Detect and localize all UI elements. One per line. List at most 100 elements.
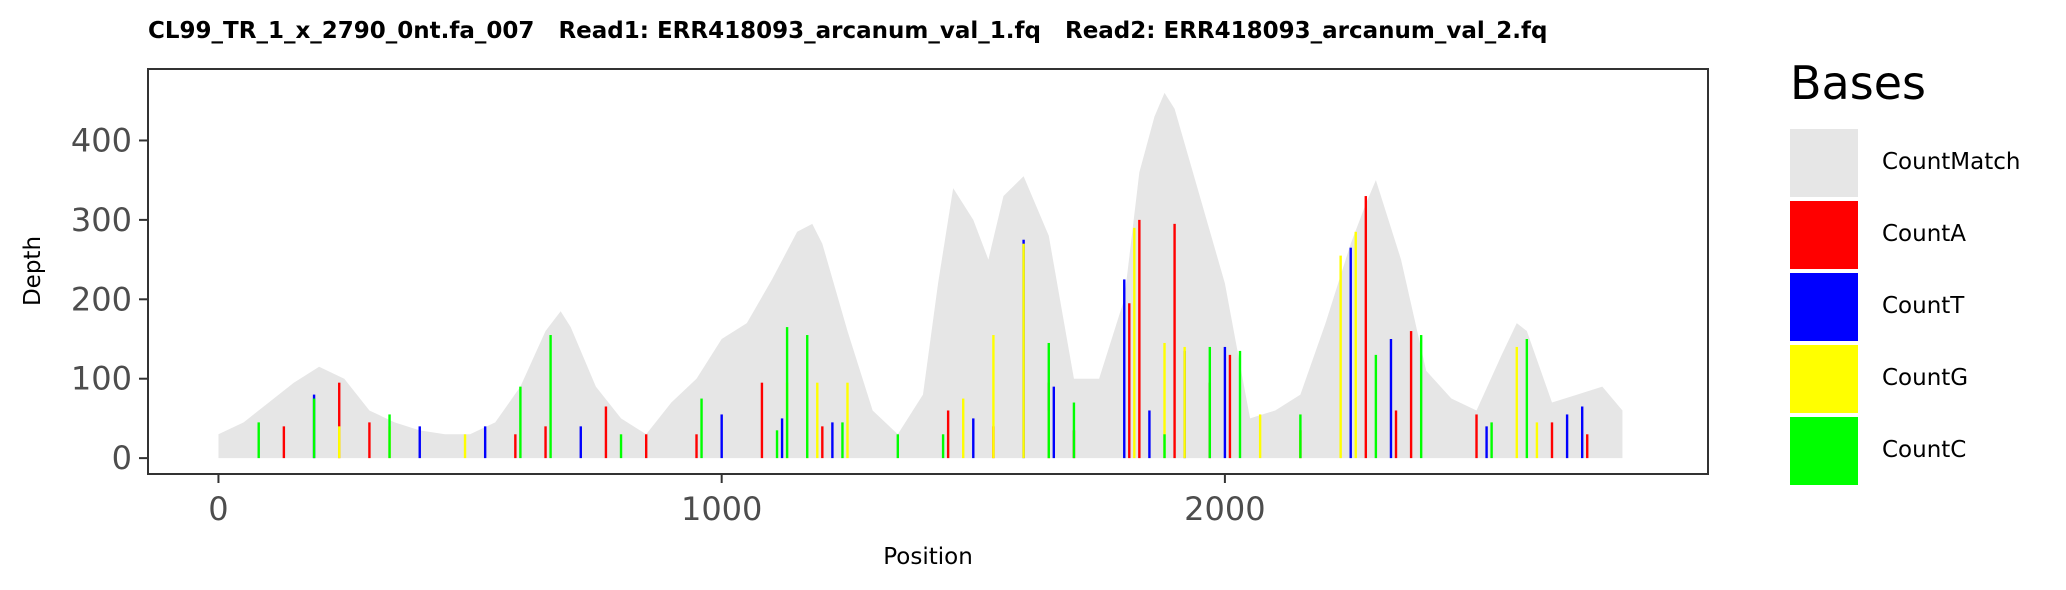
bar-countc (1374, 354, 1378, 459)
legend-title: Bases (1790, 56, 1926, 110)
bar-countc (896, 434, 900, 459)
legend-item-countc: CountC (1790, 417, 2050, 485)
bar-countt (780, 418, 784, 459)
bar-countc (1072, 402, 1076, 459)
bar-counta (1173, 223, 1176, 459)
bar-counta (760, 382, 764, 459)
legend-item-countg: CountG (1790, 345, 2050, 413)
bar-countc (1163, 434, 1166, 459)
bar-countg (1183, 346, 1186, 459)
legend-swatch (1790, 201, 1858, 269)
bar-counta (338, 382, 341, 459)
bar-countt (579, 426, 582, 459)
bar-countc (549, 335, 552, 459)
bar-counta (1128, 303, 1131, 459)
bar-counta (544, 426, 547, 459)
bar-countg (1258, 414, 1262, 459)
bar-counta (1364, 196, 1368, 459)
bar-counta (1138, 219, 1141, 459)
bar-countt (1148, 410, 1151, 459)
bar-counta (604, 406, 608, 459)
bar-countt (1389, 339, 1393, 459)
legend-label: CountMatch (1882, 149, 2021, 175)
bar-countt (972, 418, 975, 459)
bar-countc (312, 398, 316, 459)
bar-countc (700, 398, 703, 459)
x-axis-label: Position (883, 544, 973, 570)
bar-countg (1535, 422, 1539, 459)
series-countmatch-area (218, 92, 1623, 459)
bar-countg (1339, 255, 1342, 459)
y-tick-label: 400 (71, 121, 132, 159)
bar-countc (1419, 335, 1423, 459)
bar-counta (946, 410, 950, 459)
bar-countc (806, 335, 809, 459)
bar-countc (941, 434, 945, 459)
bar-countg (338, 426, 341, 459)
bar-counta (1409, 331, 1413, 459)
bar-countc (388, 414, 391, 459)
x-tick-label: 0 (208, 490, 228, 528)
bar-counta (644, 434, 648, 459)
plot-panel-border (147, 68, 1709, 475)
bar-countg (1133, 227, 1136, 459)
legend-label: CountG (1882, 365, 1969, 391)
y-tick-label: 300 (71, 201, 132, 239)
bar-countt (1052, 386, 1056, 459)
bar-counta (821, 426, 824, 459)
bar-countc (1525, 339, 1529, 459)
bar-countt (1349, 247, 1352, 459)
bar-counta (695, 434, 698, 459)
bar-countt (720, 414, 723, 459)
legend-label: CountA (1882, 221, 1967, 247)
bar-counta (1475, 414, 1478, 459)
bar-counta (1586, 434, 1589, 459)
bar-countt (483, 426, 487, 459)
legend-swatch (1790, 417, 1858, 485)
bar-countg (846, 382, 849, 459)
bar-counta (1228, 354, 1232, 459)
bar-countc (1299, 414, 1302, 459)
bar-countt (1223, 346, 1227, 459)
bar-countc (841, 422, 844, 459)
bar-counta (514, 434, 517, 459)
legend-swatch (1790, 129, 1858, 197)
x-tick-label: 2000 (1184, 490, 1265, 528)
bar-countg (992, 335, 995, 459)
bar-countc (257, 422, 260, 459)
bar-countt (418, 426, 421, 459)
legend-label: CountC (1882, 437, 1967, 463)
bar-countt (1580, 406, 1584, 459)
y-tick-label: 200 (71, 280, 132, 318)
bar-countt (1485, 426, 1488, 459)
bar-counta (1550, 422, 1554, 459)
y-tick-label: 100 (71, 360, 132, 398)
bar-countt (1565, 414, 1569, 459)
x-tick-label: 1000 (681, 490, 762, 528)
legend-item-counta: CountA (1790, 201, 2050, 269)
y-tick-label: 0 (112, 439, 132, 477)
y-axis-label: Depth (20, 236, 46, 306)
bar-countt (1123, 279, 1126, 459)
bar-countc (1238, 350, 1242, 459)
chart-title: CL99_TR_1_x_2790_0nt.fa_007 Read1: ERR41… (148, 18, 1548, 44)
bar-countg (463, 434, 467, 459)
bar-counta (368, 422, 371, 459)
bar-countc (619, 434, 623, 459)
bar-countg (962, 398, 965, 459)
bar-countt (831, 422, 834, 459)
bar-countg (1354, 231, 1357, 459)
bar-countg (1515, 346, 1518, 459)
bar-countc (775, 430, 779, 459)
bar-countc (1490, 422, 1493, 459)
bar-counta (282, 426, 286, 459)
legend-swatch (1790, 345, 1858, 413)
legend-swatch (1790, 273, 1858, 341)
bar-countg (1022, 243, 1025, 459)
bar-countc (1208, 346, 1212, 459)
bar-countc (519, 386, 522, 459)
legend-item-countmatch: CountMatch (1790, 129, 2050, 197)
bar-countg (1163, 342, 1166, 459)
bar-countc (785, 327, 789, 459)
